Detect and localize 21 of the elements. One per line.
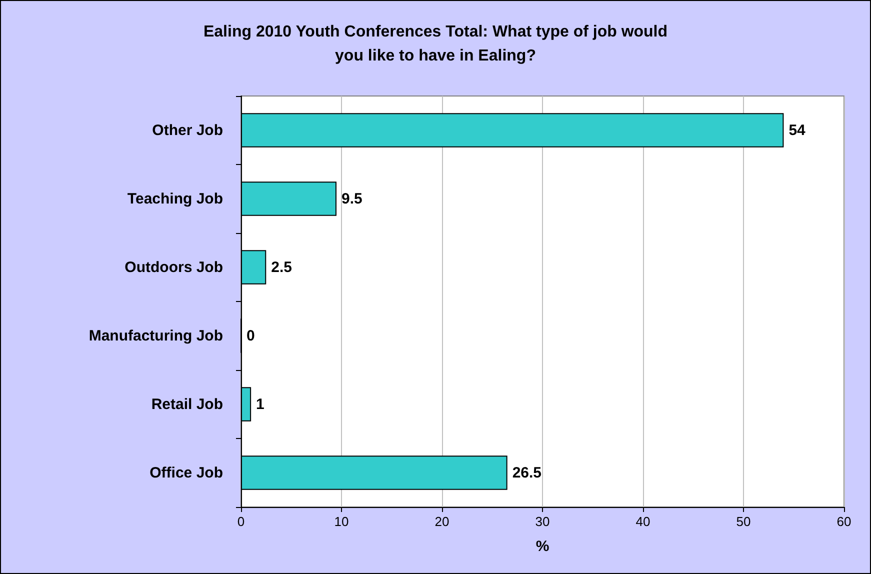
x-axis-title: % xyxy=(536,538,550,555)
data-label: 26.5 xyxy=(512,464,542,482)
chart-title: Ealing 2010 Youth Conferences Total: What type of job would you like to have in Ealing? xyxy=(203,24,668,64)
x-tick-label: 0 xyxy=(237,514,245,529)
x-tick-label: 60 xyxy=(836,514,852,529)
x-tick-label: 40 xyxy=(636,514,650,529)
y-tick-label: Manufacturing Job xyxy=(88,327,223,344)
y-tick-label: Other Job xyxy=(152,122,223,139)
y-tick-label: Outdoors Job xyxy=(124,258,223,276)
y-tick-label: Teaching Job xyxy=(127,190,223,208)
data-label: 1 xyxy=(256,396,264,413)
x-tick-label: 50 xyxy=(736,514,751,529)
x-tick-label: 30 xyxy=(535,514,550,529)
data-label: 2.5 xyxy=(271,258,292,276)
x-tick-label: 10 xyxy=(334,514,349,529)
data-label: 9.5 xyxy=(341,190,362,208)
data-label: 0 xyxy=(246,327,255,344)
y-tick-label: Office Job xyxy=(150,464,223,482)
data-label: 54 xyxy=(788,122,806,139)
y-tick-label: Retail Job xyxy=(151,396,223,413)
x-tick-label: 20 xyxy=(434,514,450,529)
